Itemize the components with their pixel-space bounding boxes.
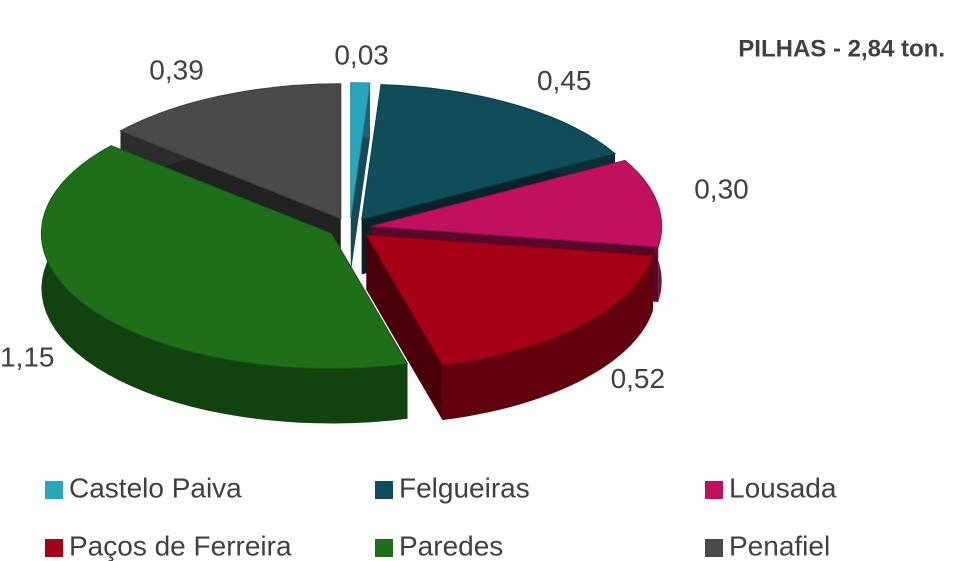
legend-label: Penafiel	[729, 530, 830, 561]
legend-swatch	[45, 539, 63, 557]
value-label: 0,30	[694, 174, 749, 205]
slice-wall	[366, 234, 443, 421]
slice-side	[442, 255, 653, 421]
legend-swatch	[705, 481, 723, 499]
legend: Castelo Paiva Felgueiras Lousada Paços de F…	[45, 472, 837, 561]
legend-label: Castelo Paiva	[69, 472, 242, 503]
legend-label: Paredes	[399, 530, 503, 561]
slice-side	[41, 145, 408, 424]
slice	[361, 84, 617, 221]
value-label: 0,03	[334, 40, 389, 71]
legend-swatch	[375, 481, 393, 499]
value-label: 0,52	[611, 363, 666, 394]
value-label: 0,39	[149, 55, 204, 86]
slice	[119, 83, 342, 220]
legend-swatch	[375, 539, 393, 557]
pie-tops	[40, 82, 663, 369]
slice	[371, 159, 663, 248]
chart-title: PILHAS - 2,84 ton.	[738, 35, 945, 62]
legend-swatch	[45, 481, 63, 499]
legend-label: Felgueiras	[399, 472, 530, 503]
legend-label: Lousada	[729, 472, 837, 503]
slice	[350, 82, 371, 218]
value-label: 0,45	[537, 65, 592, 96]
value-labels: 0,03 0,45 0,30 0,52 1,15 0,39	[0, 40, 749, 394]
value-label: 1,15	[0, 341, 54, 372]
slice	[40, 145, 409, 369]
slice	[365, 234, 654, 366]
legend-label: Paços de Ferreira	[69, 530, 292, 561]
legend-swatch	[705, 539, 723, 557]
